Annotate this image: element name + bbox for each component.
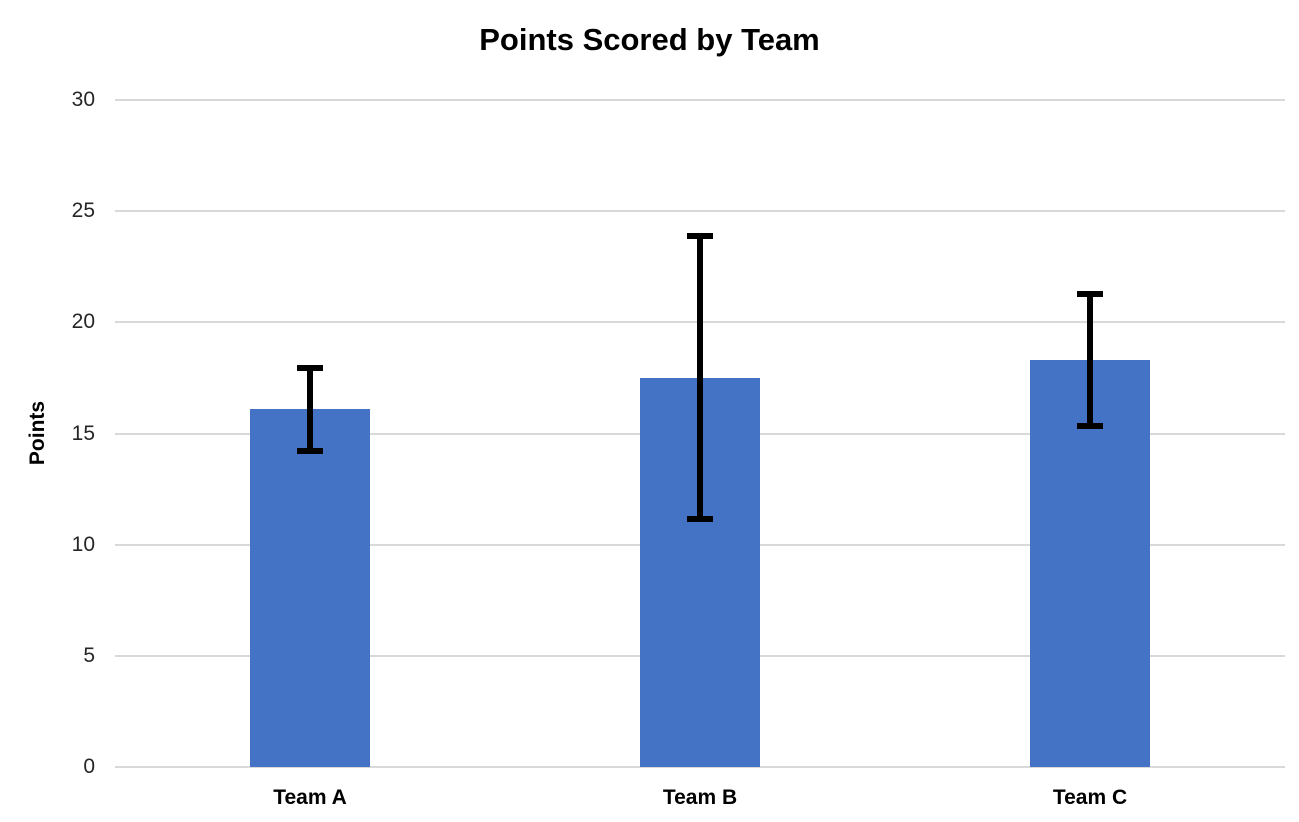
error-bar-cap-bottom (687, 516, 713, 522)
bar-team-a (250, 409, 370, 767)
gridline-y-0 (115, 766, 1285, 768)
y-tick-label: 30 (71, 88, 95, 111)
x-tick-label-team-c: Team C (1052, 786, 1128, 809)
x-tick-label-team-b: Team B (662, 786, 738, 809)
y-tick-label: 15 (71, 422, 95, 445)
x-tick-label-team-a: Team A (273, 786, 347, 809)
error-bar-line (307, 365, 313, 454)
error-bar-cap-top (1077, 291, 1103, 297)
error-bar-cap-top (687, 233, 713, 239)
y-tick-label: 0 (83, 755, 95, 778)
y-tick-label: 10 (71, 533, 95, 556)
y-tick-label: 20 (71, 310, 95, 333)
plot-area (115, 99, 1285, 768)
error-bar-cap-top (297, 365, 323, 371)
error-bar-line (697, 233, 703, 522)
chart-title: Points Scored by Team (479, 22, 820, 57)
y-tick-label: 25 (71, 199, 95, 222)
gridline-y-25 (115, 210, 1285, 212)
y-tick-label: 5 (83, 644, 95, 667)
error-bar-line (1087, 291, 1093, 429)
gridline-y-30 (115, 99, 1285, 101)
error-bar-cap-bottom (297, 448, 323, 454)
error-bar-cap-bottom (1077, 423, 1103, 429)
